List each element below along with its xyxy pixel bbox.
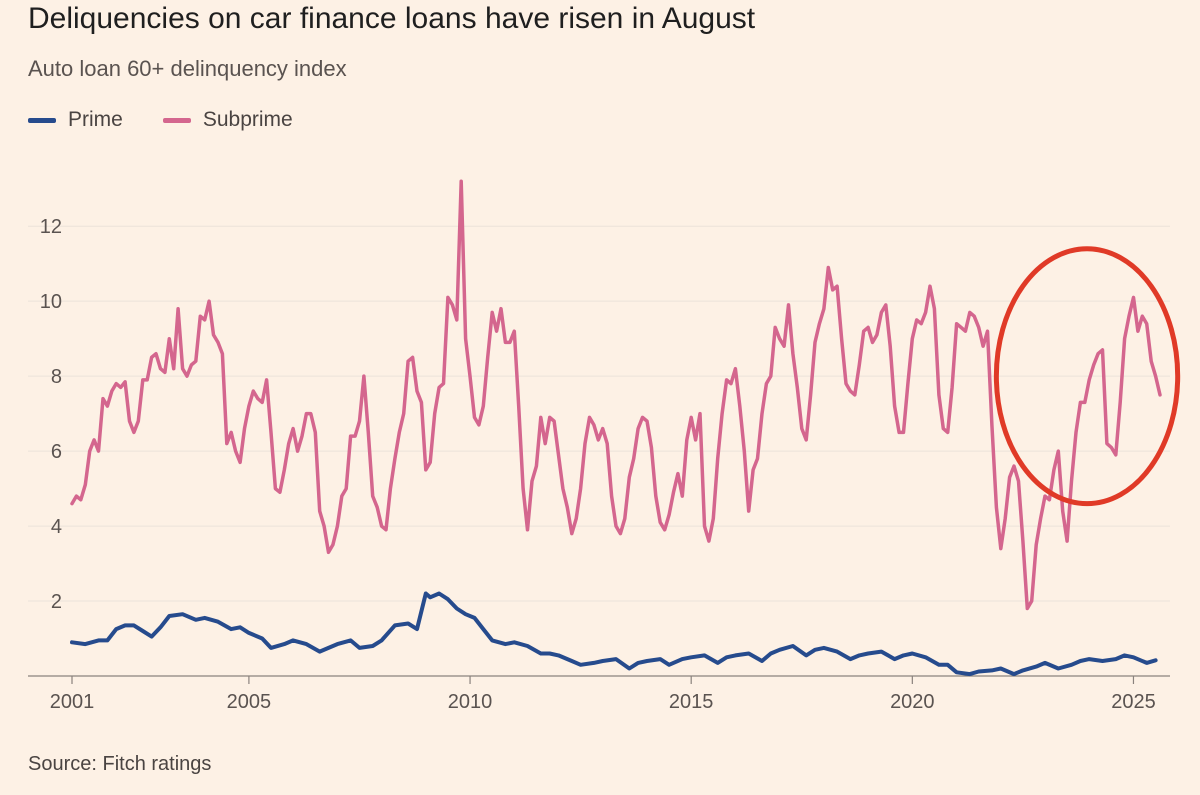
legend-label-subprime: Subprime [202, 108, 293, 131]
legend: Prime Subprime [28, 108, 293, 132]
y-tick-label-10: 10 [40, 291, 62, 313]
x-tick-label-2025: 2025 [1111, 691, 1156, 713]
x-tick-label-2010: 2010 [448, 691, 493, 713]
legend-swatch-subprime [162, 117, 191, 123]
legend-label-prime: Prime [68, 108, 123, 131]
series-line-subprime [70, 179, 1162, 611]
series-line-prime [70, 591, 1158, 677]
x-tick-label-2005: 2005 [227, 691, 272, 713]
legend-swatch-prime [28, 117, 56, 123]
chart-subtitle: Auto loan 60+ delinquency index [28, 56, 347, 81]
y-tick-label-8: 8 [51, 366, 62, 388]
x-tick-label-2020: 2020 [890, 691, 935, 713]
y-tick-label-4: 4 [51, 516, 62, 538]
source-note: Source: Fitch ratings [28, 753, 212, 775]
y-tick-label-12: 12 [40, 216, 62, 238]
y-tick-label-6: 6 [51, 441, 62, 463]
chart-title: Deliquencies on car finance loans have r… [28, 2, 756, 35]
legend-item-prime: Prime [28, 108, 123, 132]
legend-item-subprime: Subprime [162, 108, 293, 132]
x-tick-label-2001: 2001 [50, 691, 95, 713]
annotation-circle [993, 246, 1181, 507]
x-tick-label-2015: 2015 [669, 691, 714, 713]
y-tick-label-2: 2 [51, 591, 62, 613]
